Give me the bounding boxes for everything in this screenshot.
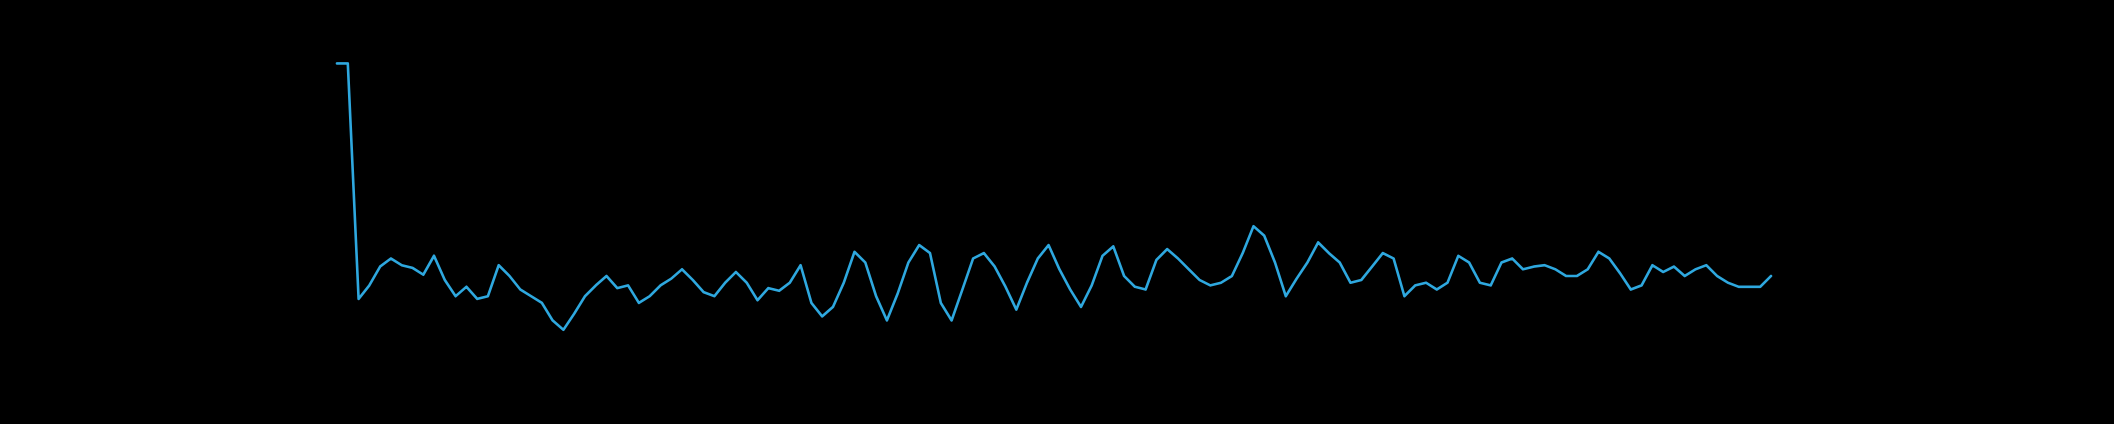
data-line xyxy=(335,62,1773,332)
